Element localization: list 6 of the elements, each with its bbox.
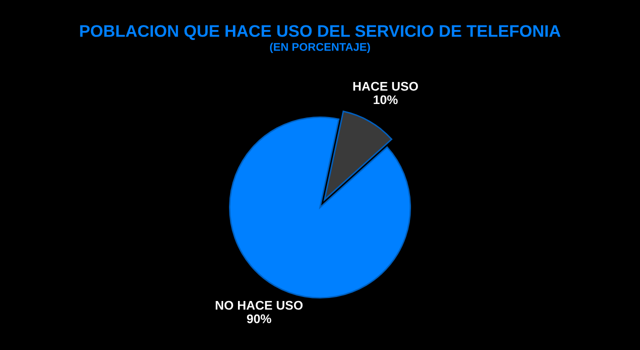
data-label: 90% <box>246 314 272 324</box>
data-label: 10% <box>374 95 398 104</box>
slice-label: HACE USO <box>353 82 418 91</box>
slice-label: NO HACE USO <box>216 300 303 310</box>
chart-subtitle: (EN PORCENTAJE) <box>270 42 370 54</box>
chart-title: POBLACION QUE HACE USO DEL SERVICIO DE TELEFONIA <box>80 25 560 40</box>
